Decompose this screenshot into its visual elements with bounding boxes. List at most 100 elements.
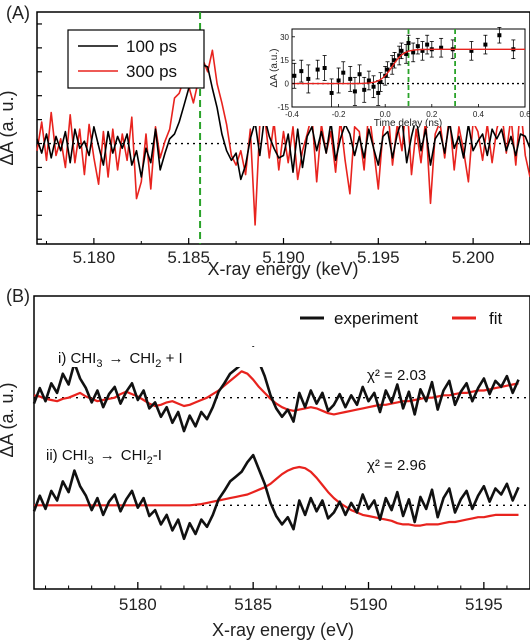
data-marker bbox=[292, 73, 297, 78]
data-marker bbox=[404, 51, 409, 56]
data-marker bbox=[390, 62, 395, 67]
data-marker bbox=[341, 70, 346, 75]
data-marker bbox=[411, 50, 416, 55]
panel-a-chart: 5.180 5.185 5.190 5.195 5.200 100 ps 300 ps … bbox=[36, 11, 530, 267]
legend-a-label-100ps: 100 ps bbox=[126, 37, 177, 56]
inset-data-point bbox=[306, 64, 311, 94]
inset-data-point bbox=[315, 59, 320, 80]
x-tick-label: 5.200 bbox=[452, 248, 495, 267]
inset-data-point bbox=[366, 70, 371, 91]
series-line-fit bbox=[34, 465, 519, 527]
data-marker bbox=[336, 78, 341, 83]
inset-x-tick-label: -0.4 bbox=[285, 110, 299, 119]
data-marker bbox=[371, 84, 376, 89]
inset-x-tick-label: 0.0 bbox=[380, 110, 392, 119]
data-marker bbox=[366, 78, 371, 83]
inset-data-point bbox=[390, 55, 395, 75]
x-tick-label: 5185 bbox=[234, 595, 272, 614]
inset-data-point bbox=[371, 75, 376, 99]
panel-b-y-axis-title: ΔA (a. u.) bbox=[0, 382, 17, 457]
legend-a-box bbox=[67, 29, 205, 89]
legend-a-label-300ps: 300 ps bbox=[126, 62, 177, 81]
inset-data-point bbox=[362, 76, 367, 103]
series-line-fit bbox=[33, 370, 519, 416]
inset-data-point bbox=[336, 67, 341, 94]
panel-label-a: (A) bbox=[6, 3, 30, 23]
inset-y-tick-label: -15 bbox=[277, 103, 289, 112]
series-line-experiment bbox=[32, 453, 520, 541]
inset-y-axis-title: ΔA (a.u.) bbox=[269, 49, 280, 88]
data-marker bbox=[376, 90, 381, 95]
data-marker bbox=[385, 67, 390, 72]
inset-background bbox=[238, 17, 528, 126]
inset-y-tick-label: 0 bbox=[285, 80, 290, 89]
data-marker bbox=[420, 48, 425, 53]
x-tick-label: 5.190 bbox=[262, 248, 305, 267]
x-tick-label: 5.180 bbox=[73, 248, 116, 267]
legend-b: experiment fit bbox=[300, 309, 503, 328]
inset-data-point bbox=[497, 27, 502, 44]
inset-data-point bbox=[411, 42, 416, 63]
inset-y-ticks: -15 0 15 30 bbox=[277, 33, 295, 112]
data-marker bbox=[357, 72, 362, 77]
panel-b-chart: 5180 5185 5190 5195 experiment fit i) CHI3 →… bbox=[32, 295, 530, 614]
data-marker bbox=[483, 42, 488, 47]
reaction-annotation-ii: ii) CHI3 → CHI2-I χ² = 2.96 bbox=[44, 443, 426, 474]
inset-data-point bbox=[378, 72, 383, 92]
inset-y-tick-label: 15 bbox=[280, 56, 289, 65]
panel-b-frame bbox=[33, 295, 530, 590]
data-marker bbox=[348, 76, 353, 81]
data-marker bbox=[425, 42, 430, 47]
reaction-ii-label: ii) CHI3 → CHI2-I bbox=[46, 447, 162, 467]
data-marker bbox=[322, 66, 327, 70]
data-marker bbox=[439, 45, 444, 50]
inset-data-point bbox=[399, 42, 404, 60]
reaction-i-label: i) CHI3 → CHI2 + I bbox=[58, 350, 183, 370]
x-tick-label: 5195 bbox=[465, 595, 503, 614]
inset-data-points bbox=[292, 27, 516, 108]
legend-b-label-experiment: experiment bbox=[334, 309, 418, 328]
legend-a: 100 ps 300 ps bbox=[67, 29, 205, 89]
inset-data-point bbox=[415, 37, 420, 55]
inset-x-axis-title: Time delay (ns) bbox=[374, 118, 443, 129]
inset-data-point bbox=[385, 61, 390, 78]
panel-label-b: (B) bbox=[6, 286, 30, 306]
inset-data-point bbox=[299, 59, 304, 83]
inset-x-tick-label: -0.2 bbox=[332, 110, 346, 119]
inset-x-ticks: -0.4 -0.2 0.0 0.2 0.4 0.6 bbox=[285, 104, 530, 119]
x-tick-label: 5.185 bbox=[167, 248, 210, 267]
inset-data-point bbox=[439, 37, 444, 58]
data-marker bbox=[469, 48, 474, 53]
data-marker bbox=[399, 48, 404, 53]
panel-a-y-ticks bbox=[37, 23, 42, 240]
data-marker bbox=[352, 89, 357, 94]
x-tick-label: 5.195 bbox=[357, 248, 400, 267]
legend-b-label-fit: fit bbox=[489, 309, 503, 328]
panel-a-x-axis-title: X-ray energy (keV) bbox=[207, 259, 358, 279]
inset-data-point bbox=[348, 66, 353, 92]
data-marker bbox=[329, 90, 334, 95]
data-marker bbox=[362, 87, 367, 92]
data-marker bbox=[397, 53, 402, 58]
inset-x-tick-label: 0.4 bbox=[473, 110, 485, 119]
inset-data-point bbox=[469, 41, 474, 61]
data-marker bbox=[415, 44, 420, 49]
panel-b-x-axis-title: X-ray energy (eV) bbox=[212, 620, 354, 640]
inset-data-point bbox=[404, 44, 409, 64]
panel-b-series bbox=[32, 346, 520, 541]
data-marker bbox=[306, 76, 311, 81]
reaction-annotation-i: i) CHI3 → CHI2 + I χ² = 2.03 bbox=[56, 347, 426, 384]
inset-fit-curve bbox=[292, 48, 525, 85]
inset-data-point bbox=[425, 34, 430, 55]
annotation-ii-backdrop bbox=[44, 443, 232, 465]
x-tick-label: 5190 bbox=[350, 595, 388, 614]
inset-data-point bbox=[420, 41, 425, 61]
data-marker bbox=[315, 67, 320, 72]
data-marker bbox=[392, 58, 397, 63]
inset-data-point bbox=[392, 52, 397, 69]
inset-x-tick-label: 0.6 bbox=[519, 110, 530, 119]
data-marker bbox=[378, 80, 383, 85]
annotation-i-backdrop bbox=[56, 347, 276, 367]
series-line-100ps bbox=[36, 63, 530, 181]
